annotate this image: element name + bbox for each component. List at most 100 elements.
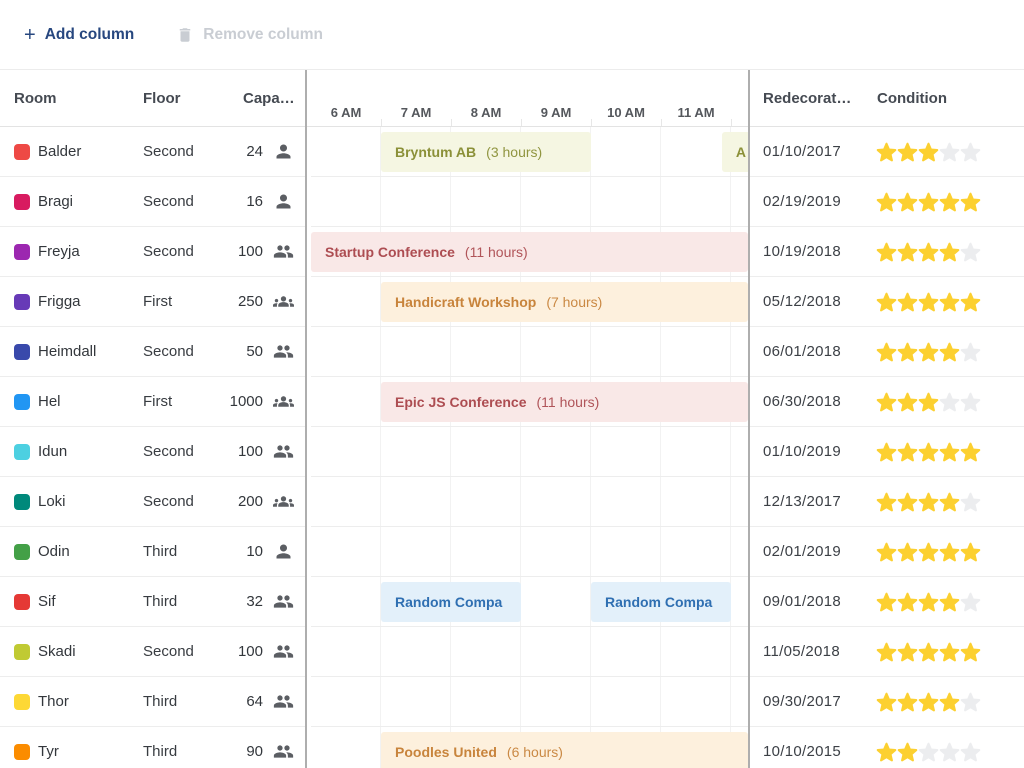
room-row[interactable]: Bragi Second 16 [0,177,305,227]
schedule-row[interactable]: Startup Conference (11 hours) [311,227,748,277]
star-icon[interactable] [918,642,939,663]
star-icon[interactable] [876,742,897,763]
star-icon[interactable] [897,142,918,163]
star-icon[interactable] [918,492,939,513]
column-header-room[interactable]: Room [14,90,57,107]
star-icon[interactable] [876,692,897,713]
condition-rating[interactable] [876,477,981,527]
condition-rating[interactable] [876,227,981,277]
star-icon[interactable] [939,742,960,763]
star-icon[interactable] [918,542,939,563]
condition-rating[interactable] [876,677,981,727]
room-row[interactable]: Loki Second 200 [0,477,305,527]
star-icon[interactable] [960,142,981,163]
details-row[interactable]: 11/05/2018 [750,627,1024,677]
star-icon[interactable] [960,242,981,263]
star-icon[interactable] [939,192,960,213]
condition-rating[interactable] [876,177,981,227]
column-header-redecorated[interactable]: Redecorat… [763,90,852,107]
star-icon[interactable] [897,642,918,663]
star-icon[interactable] [939,592,960,613]
star-icon[interactable] [918,292,939,313]
star-icon[interactable] [939,392,960,413]
star-icon[interactable] [897,192,918,213]
room-row[interactable]: Frigga First 250 [0,277,305,327]
star-icon[interactable] [960,192,981,213]
room-row[interactable]: Tyr Third 90 [0,727,305,768]
star-icon[interactable] [876,442,897,463]
schedule-row[interactable] [311,177,748,227]
condition-rating[interactable] [876,577,981,627]
star-icon[interactable] [897,342,918,363]
room-row[interactable]: Idun Second 100 [0,427,305,477]
event-bar[interactable]: Handicraft Workshop (7 hours) [381,282,748,322]
star-icon[interactable] [876,192,897,213]
star-icon[interactable] [960,492,981,513]
schedule-row[interactable]: Poodles United (6 hours) [311,727,748,768]
details-row[interactable]: 06/01/2018 [750,327,1024,377]
star-icon[interactable] [897,592,918,613]
star-icon[interactable] [960,742,981,763]
column-header-condition[interactable]: Condition [877,90,947,107]
details-row[interactable]: 10/10/2015 [750,727,1024,768]
schedule-row[interactable] [311,477,748,527]
schedule-row[interactable] [311,427,748,477]
add-column-button[interactable]: + Add column [24,25,134,45]
schedule-row[interactable]: Bryntum AB (3 hours) A [311,127,748,177]
condition-rating[interactable] [876,427,981,477]
event-bar[interactable]: Epic JS Conference (11 hours) [381,382,748,422]
details-row[interactable]: 12/13/2017 [750,477,1024,527]
star-icon[interactable] [918,592,939,613]
condition-rating[interactable] [876,627,981,677]
details-row[interactable]: 05/12/2018 [750,277,1024,327]
star-icon[interactable] [960,292,981,313]
schedule-row[interactable] [311,527,748,577]
star-icon[interactable] [918,242,939,263]
room-row[interactable]: Freyja Second 100 [0,227,305,277]
star-icon[interactable] [897,442,918,463]
room-row[interactable]: Skadi Second 100 [0,627,305,677]
star-icon[interactable] [960,592,981,613]
condition-rating[interactable] [876,727,981,768]
star-icon[interactable] [939,492,960,513]
room-row[interactable]: Balder Second 24 [0,127,305,177]
schedule-row[interactable]: Handicraft Workshop (7 hours) [311,277,748,327]
details-row[interactable]: 02/19/2019 [750,177,1024,227]
left-splitter[interactable] [305,70,307,768]
condition-rating[interactable] [876,277,981,327]
event-bar[interactable]: Random Compa [591,582,731,622]
star-icon[interactable] [960,542,981,563]
room-row[interactable]: Hel First 1000 [0,377,305,427]
star-icon[interactable] [876,492,897,513]
schedule-row[interactable]: Random Compa Random Compa [311,577,748,627]
star-icon[interactable] [960,392,981,413]
schedule-area[interactable]: Bryntum AB (3 hours) A Startup Conference (1… [311,127,748,768]
event-bar[interactable]: A [721,132,748,172]
star-icon[interactable] [918,442,939,463]
star-icon[interactable] [939,542,960,563]
star-icon[interactable] [939,292,960,313]
event-bar[interactable]: Random Compa [381,582,521,622]
schedule-row[interactable] [311,677,748,727]
details-row[interactable]: 09/01/2018 [750,577,1024,627]
condition-rating[interactable] [876,127,981,177]
star-icon[interactable] [876,292,897,313]
column-header-floor[interactable]: Floor [143,90,181,107]
star-icon[interactable] [876,142,897,163]
details-row[interactable]: 02/01/2019 [750,527,1024,577]
star-icon[interactable] [876,342,897,363]
condition-rating[interactable] [876,327,981,377]
star-icon[interactable] [939,142,960,163]
details-row[interactable]: 10/19/2018 [750,227,1024,277]
star-icon[interactable] [960,442,981,463]
star-icon[interactable] [939,692,960,713]
star-icon[interactable] [918,392,939,413]
condition-rating[interactable] [876,527,981,577]
details-row[interactable]: 09/30/2017 [750,677,1024,727]
star-icon[interactable] [897,242,918,263]
star-icon[interactable] [918,742,939,763]
room-row[interactable]: Heimdall Second 50 [0,327,305,377]
event-bar[interactable]: Startup Conference (11 hours) [311,232,748,272]
star-icon[interactable] [939,642,960,663]
event-bar[interactable]: Bryntum AB (3 hours) [381,132,591,172]
